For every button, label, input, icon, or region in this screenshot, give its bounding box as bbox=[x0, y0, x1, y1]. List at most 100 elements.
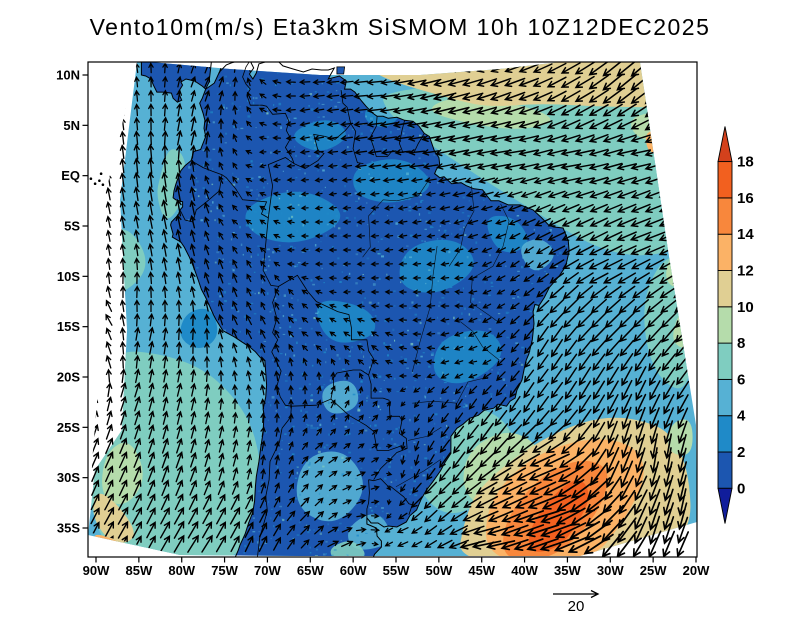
wind-arrow bbox=[273, 247, 281, 253]
wind-arrow bbox=[481, 219, 493, 225]
wind-arrow bbox=[616, 118, 637, 130]
wind-arrow bbox=[426, 275, 436, 281]
wind-arrow bbox=[629, 231, 652, 242]
wind-arrow bbox=[260, 287, 266, 296]
wind-arrow bbox=[468, 411, 478, 425]
wind-arrow bbox=[189, 186, 196, 202]
wind-arrow bbox=[464, 481, 482, 495]
wind-arrow bbox=[316, 385, 322, 395]
wind-arrow bbox=[392, 107, 413, 115]
wind-arrow bbox=[467, 331, 478, 337]
wind-arrow bbox=[676, 531, 690, 557]
wind-arrow bbox=[287, 496, 296, 507]
wind-arrow bbox=[105, 285, 112, 299]
wind-arrow bbox=[589, 203, 608, 213]
wind-arrow bbox=[399, 387, 406, 392]
wind-arrow bbox=[616, 134, 637, 143]
wind-arrow bbox=[397, 512, 408, 520]
wind-arrow bbox=[490, 163, 512, 171]
wind-arrow bbox=[342, 289, 351, 295]
wind-arrow bbox=[546, 62, 567, 74]
wind-arrow bbox=[133, 437, 142, 454]
wind-arrow bbox=[658, 161, 679, 171]
wind-arrow bbox=[602, 244, 623, 256]
wind-arrow bbox=[386, 513, 392, 519]
wind-arrow bbox=[162, 116, 169, 131]
wind-arrow bbox=[562, 284, 579, 300]
wind-arrow bbox=[134, 89, 140, 102]
wind-arrow bbox=[569, 520, 601, 540]
wind-arrow bbox=[495, 247, 507, 253]
wind-arrow bbox=[329, 331, 337, 337]
wind-arrow bbox=[260, 426, 266, 438]
wind-arrow bbox=[342, 471, 352, 477]
wind-arrow bbox=[343, 345, 351, 351]
wind-arrow bbox=[176, 116, 183, 132]
wind-arrow bbox=[92, 62, 98, 73]
wind-arrow bbox=[300, 205, 309, 211]
wind-arrow bbox=[588, 162, 609, 171]
wind-arrow bbox=[676, 367, 690, 386]
wind-arrow bbox=[131, 520, 143, 539]
wind-arrow bbox=[519, 438, 539, 454]
wind-arrow bbox=[358, 400, 364, 408]
wind-arrow bbox=[105, 437, 114, 455]
wind-arrow bbox=[245, 328, 253, 340]
wind-arrow bbox=[204, 397, 211, 411]
land-region bbox=[399, 239, 474, 293]
wind-arrow bbox=[575, 190, 595, 199]
wind-arrow bbox=[463, 163, 482, 171]
reference-vector-label: 20 bbox=[567, 598, 585, 615]
wind-arrow bbox=[590, 285, 608, 299]
wind-arrow bbox=[189, 243, 196, 257]
wind-arrow bbox=[506, 438, 524, 454]
wind-arrow bbox=[500, 538, 529, 551]
wind-arrow bbox=[134, 354, 141, 369]
wind-arrow bbox=[591, 448, 607, 473]
wind-arrow bbox=[550, 338, 564, 358]
wind-arrow bbox=[161, 199, 168, 217]
lon-tick-label: 60W bbox=[340, 563, 367, 578]
wind-arrow bbox=[273, 523, 282, 537]
wind-arrow bbox=[634, 502, 648, 531]
wind-arrow bbox=[189, 465, 197, 482]
wind-arrow bbox=[485, 540, 516, 550]
wind-arrow bbox=[519, 177, 538, 185]
wind-arrow bbox=[302, 413, 308, 423]
wind-arrow bbox=[120, 368, 127, 384]
wind-arrow bbox=[562, 258, 580, 270]
wind-arrow bbox=[553, 536, 588, 552]
wind-arrow bbox=[230, 493, 240, 510]
wind-arrow bbox=[546, 163, 567, 171]
wind-arrow bbox=[412, 247, 422, 253]
wind-arrow bbox=[677, 433, 687, 459]
lon-tick-label: 40W bbox=[511, 563, 538, 578]
wind-arrow bbox=[133, 186, 140, 202]
wind-arrow bbox=[285, 135, 296, 141]
wind-arrow bbox=[504, 453, 525, 468]
wind-arrow bbox=[574, 163, 595, 171]
wind-arrow bbox=[605, 339, 621, 357]
wind-arrow bbox=[91, 117, 98, 130]
wind-arrow bbox=[356, 205, 365, 211]
wind-arrow bbox=[218, 397, 224, 410]
wind-arrow bbox=[117, 506, 129, 525]
wind-arrow bbox=[592, 353, 606, 372]
wind-arrow bbox=[619, 339, 635, 357]
wind-arrow bbox=[245, 135, 253, 141]
wind-arrow bbox=[602, 103, 623, 117]
wind-arrow bbox=[384, 219, 394, 225]
wind-arrow bbox=[105, 257, 112, 270]
wind-arrow bbox=[547, 177, 567, 185]
wind-arrow bbox=[532, 134, 553, 143]
wind-arrow bbox=[259, 205, 267, 211]
wind-arrow bbox=[175, 171, 182, 188]
wind-arrow bbox=[635, 420, 646, 445]
wind-arrow bbox=[592, 421, 606, 443]
wind-arrow bbox=[316, 371, 322, 380]
wind-arrow bbox=[245, 178, 253, 183]
wind-arrow bbox=[453, 425, 465, 439]
wind-arrow bbox=[616, 88, 638, 105]
state-border bbox=[448, 185, 475, 267]
wind-arrow bbox=[453, 219, 465, 225]
